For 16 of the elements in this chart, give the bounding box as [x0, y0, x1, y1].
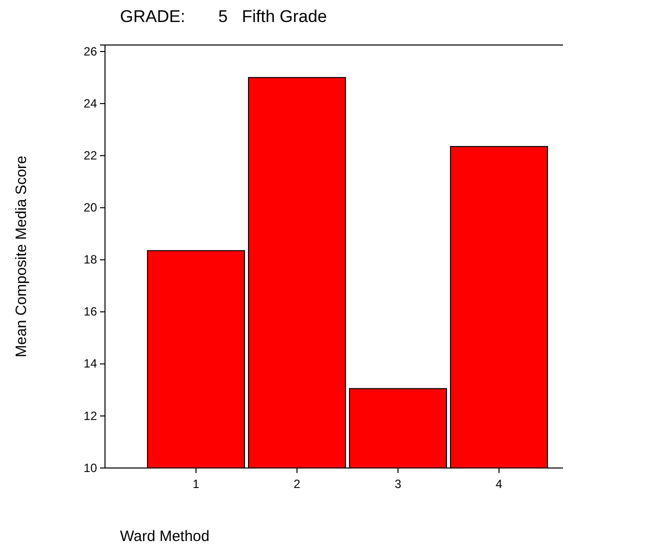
- y-axis-title: Mean Composite Media Score: [13, 156, 30, 358]
- y-tick-label: 12: [84, 408, 98, 423]
- x-tick-label: 2: [294, 477, 301, 491]
- chart-title: GRADE: 5 Fifth Grade: [120, 7, 327, 26]
- y-tick-label: 18: [84, 252, 98, 267]
- y-tick-label: 20: [84, 200, 98, 215]
- y-tick-label: 24: [84, 96, 98, 110]
- y-tick-label: 10: [84, 460, 98, 475]
- x-tick-label: 1: [192, 477, 200, 491]
- y-tick-label: 26: [84, 44, 98, 58]
- y-tick-label: 14: [84, 356, 98, 371]
- x-axis-title: Ward Method: [120, 528, 210, 545]
- y-tick-label: 16: [84, 304, 98, 319]
- x-tick-label: 4: [496, 477, 503, 491]
- y-tick-label: 22: [84, 148, 98, 162]
- x-tick-label: 3: [394, 477, 402, 491]
